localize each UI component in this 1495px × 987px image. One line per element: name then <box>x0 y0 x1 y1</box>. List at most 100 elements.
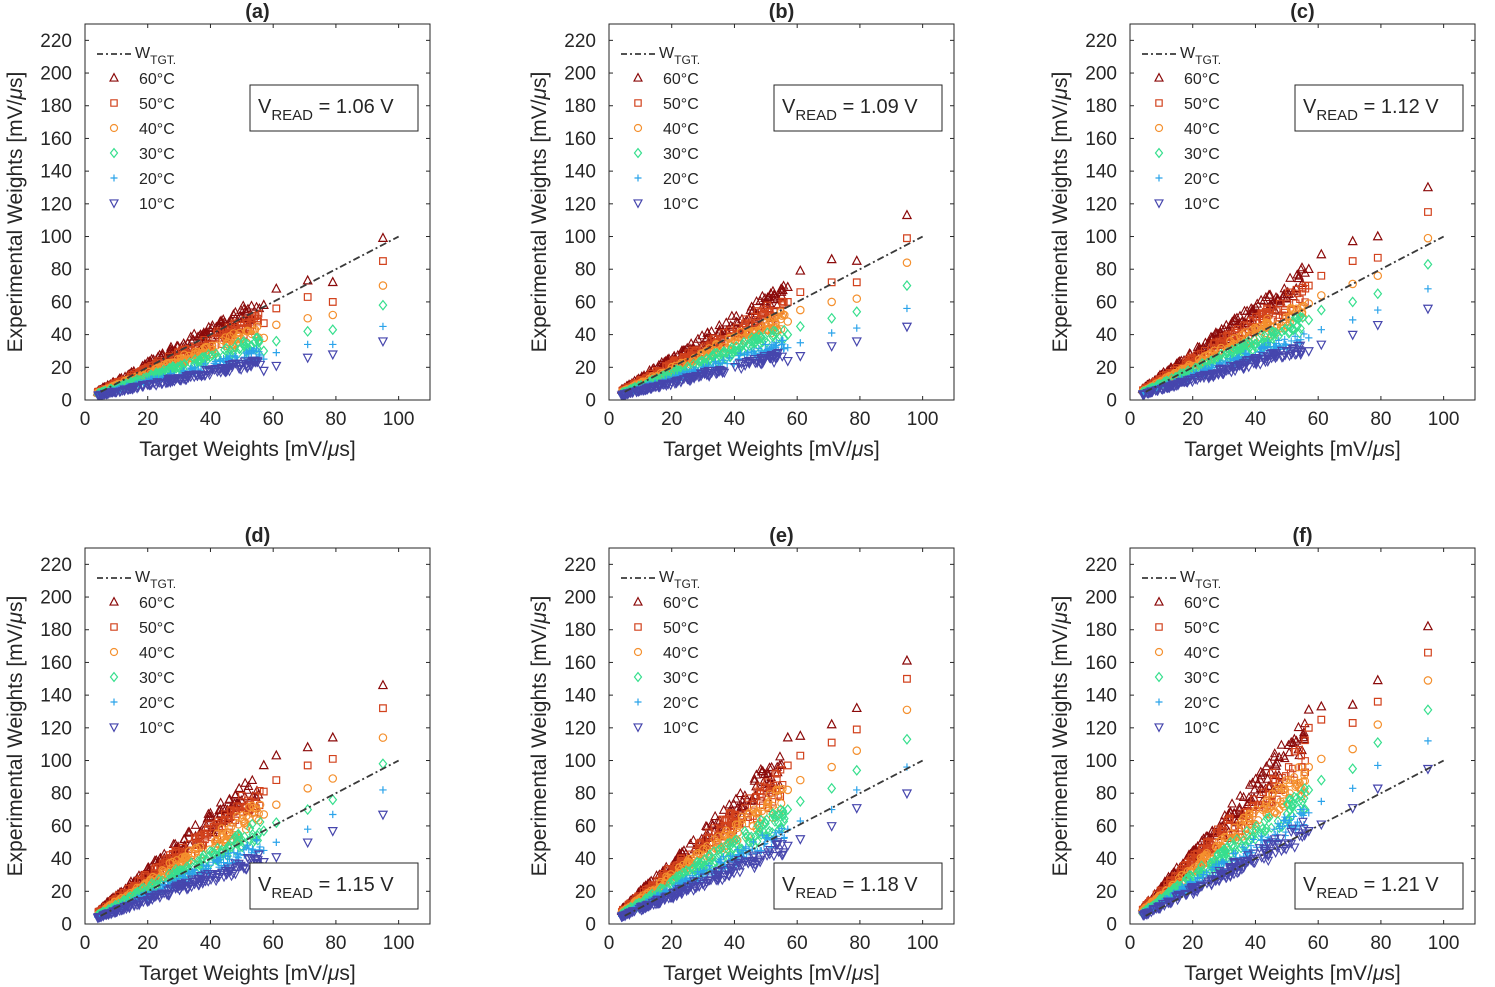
x-axis-label: Target Weights [mV/μs] <box>1184 438 1401 461</box>
y-tick-label: 60 <box>51 292 72 313</box>
data-point <box>303 313 312 323</box>
scatter-points <box>92 232 389 400</box>
data-point <box>662 872 671 881</box>
data-point <box>795 264 806 275</box>
data-point <box>827 297 836 307</box>
x-tick-label: 0 <box>80 933 91 954</box>
target-reference-line <box>100 759 400 917</box>
legend-label: 20°C <box>139 171 175 188</box>
data-point <box>719 368 730 379</box>
y-tick-label: 180 <box>40 96 72 117</box>
data-point <box>240 341 249 352</box>
data-point <box>687 854 696 863</box>
legend-label: 10°C <box>139 196 175 213</box>
data-point <box>303 804 313 816</box>
data-point <box>227 823 236 832</box>
data-point <box>203 831 212 839</box>
data-point <box>1217 364 1228 374</box>
data-point <box>1224 365 1234 375</box>
data-point <box>759 310 767 319</box>
data-point <box>1316 304 1326 316</box>
y-tick-label: 20 <box>51 358 72 379</box>
data-point <box>1317 326 1325 334</box>
scatter-points <box>616 209 913 400</box>
legend-label: 40°C <box>663 121 699 138</box>
y-tick-label: 200 <box>564 64 596 85</box>
data-point <box>716 366 726 376</box>
data-point <box>242 327 251 336</box>
y-tick-label: 200 <box>40 588 72 609</box>
data-point <box>827 762 836 772</box>
data-point <box>733 344 743 356</box>
legend-label: 60°C <box>663 71 699 88</box>
data-point <box>230 849 238 857</box>
panel-c: (c)0 20 40 60 80 1000204060801001201401601802… <box>1049 1 1476 461</box>
scatter-points <box>92 679 389 924</box>
data-point <box>1372 230 1383 241</box>
data-point <box>190 845 199 854</box>
data-point <box>755 763 766 774</box>
data-point <box>1267 338 1277 349</box>
data-point <box>1260 330 1269 341</box>
legend-label: 10°C <box>1184 196 1220 213</box>
y-axis-label: Experimental Weights [mV/μs] <box>1049 72 1072 353</box>
x-tick-label: 40 <box>724 409 745 430</box>
data-point <box>201 832 210 841</box>
data-point <box>247 774 258 785</box>
data-point <box>378 281 388 290</box>
data-point <box>154 893 165 903</box>
data-point <box>180 350 189 359</box>
legend-marker <box>110 698 118 706</box>
data-point <box>174 362 184 374</box>
data-point <box>202 342 211 351</box>
data-point <box>1243 356 1254 366</box>
data-point <box>685 838 696 848</box>
data-point <box>763 799 772 808</box>
data-point <box>1247 326 1256 335</box>
data-point <box>718 325 729 336</box>
data-point <box>220 355 228 363</box>
series-5 <box>93 337 389 400</box>
data-point <box>1226 337 1235 346</box>
data-point <box>138 382 149 392</box>
data-point <box>230 790 241 800</box>
data-point <box>165 377 175 387</box>
panel-a: (a)0 20 40 60 80 1000204060801001201401601802… <box>4 1 431 461</box>
data-point <box>378 299 388 311</box>
data-point <box>633 387 644 397</box>
data-point <box>722 826 731 835</box>
data-point <box>1195 373 1206 383</box>
data-point <box>259 787 268 796</box>
data-point <box>1348 296 1358 308</box>
data-point <box>1316 248 1327 259</box>
data-point <box>761 340 769 348</box>
data-point <box>707 350 717 362</box>
data-point <box>171 881 182 891</box>
data-point <box>233 337 243 348</box>
y-tick-label: 140 <box>40 686 72 707</box>
target-reference-line <box>100 235 400 393</box>
axes-box <box>1129 23 1476 401</box>
data-point <box>743 809 751 818</box>
data-point <box>796 288 805 297</box>
data-point <box>784 344 792 352</box>
data-point <box>217 844 226 856</box>
data-point <box>212 341 221 350</box>
y-tick-label: 180 <box>40 620 72 641</box>
data-point <box>184 351 193 360</box>
legend-marker <box>110 623 118 631</box>
data-point <box>1293 272 1304 283</box>
legend-marker <box>1155 99 1163 107</box>
data-point <box>1269 305 1277 314</box>
data-point <box>204 811 214 821</box>
data-point <box>768 798 777 806</box>
data-point <box>239 864 249 874</box>
data-point <box>216 356 224 364</box>
data-point <box>236 850 244 858</box>
data-point <box>1231 362 1241 372</box>
data-point <box>1275 299 1284 308</box>
data-point <box>1147 387 1158 398</box>
data-point <box>1252 298 1263 308</box>
data-point <box>686 338 697 348</box>
data-point <box>1229 315 1240 325</box>
